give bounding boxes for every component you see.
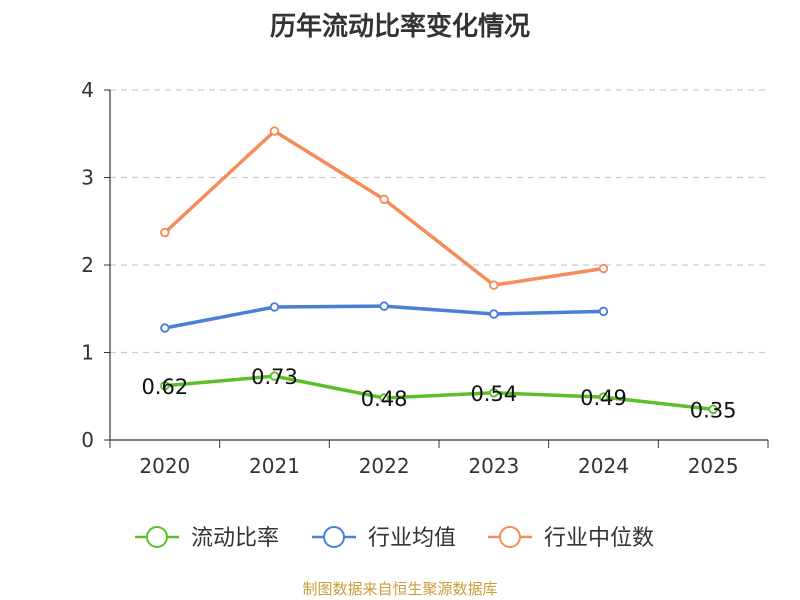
y-tick-label: 0 (81, 428, 94, 452)
data-point (160, 227, 170, 238)
series-line-2 (163, 129, 604, 287)
data-point (160, 381, 170, 391)
y-tick-label: 2 (81, 253, 94, 277)
series-line-0 (164, 374, 714, 412)
data-label: 0.73 (251, 365, 298, 389)
y-tick-label: 3 (81, 166, 94, 190)
data-label: 0.49 (580, 386, 627, 410)
data-point (269, 371, 280, 381)
data-point (379, 194, 389, 205)
legend-item: 行业均值 (312, 526, 456, 551)
data-point (489, 280, 499, 290)
data-source-note: 制图数据来自恒生聚源数据库 (302, 580, 498, 598)
series: 0.62 0.73 0.48 0.54 0.49 0.35 (141, 126, 737, 422)
grid-lines (110, 89, 768, 354)
data-point (598, 306, 609, 317)
x-tick-label: 2024 (578, 454, 629, 478)
axes: 0 1 2 3 4 2020 2021 2022 2023 2024 2025 (81, 78, 769, 478)
data-point (598, 263, 609, 274)
data-point (160, 323, 170, 333)
y-tick-label: 1 (81, 341, 94, 365)
chart-title: 历年流动比率变化情况 (269, 12, 530, 42)
legend-label: 行业均值 (368, 526, 456, 551)
legend-label: 流动比率 (191, 526, 279, 551)
data-label: 0.54 (470, 382, 517, 406)
legend-item: 行业中位数 (488, 526, 654, 551)
legend-item: 流动比率 (135, 526, 279, 551)
data-point (708, 404, 718, 415)
data-point (269, 302, 280, 312)
legend-marker (146, 526, 168, 548)
data-label: 0.48 (361, 387, 408, 411)
y-tick-label: 4 (81, 78, 94, 102)
legend: 流动比率 行业均值 行业中位数 (135, 526, 654, 551)
data-point (489, 388, 499, 398)
x-tick-label: 2020 (139, 454, 190, 478)
x-tick-label: 2023 (468, 454, 519, 478)
legend-marker (499, 526, 521, 548)
x-tick-label: 2021 (249, 454, 300, 478)
data-label: 0.35 (690, 398, 737, 422)
data-point (379, 393, 389, 403)
data-point (598, 392, 609, 402)
x-tick-label: 2022 (359, 454, 410, 478)
legend-label: 行业中位数 (544, 526, 654, 551)
data-point (379, 301, 389, 311)
data-point (269, 126, 280, 136)
data-point (489, 309, 499, 319)
x-tick-label: 2025 (688, 454, 739, 478)
data-label: 0.62 (141, 375, 188, 399)
legend-marker (323, 526, 345, 548)
